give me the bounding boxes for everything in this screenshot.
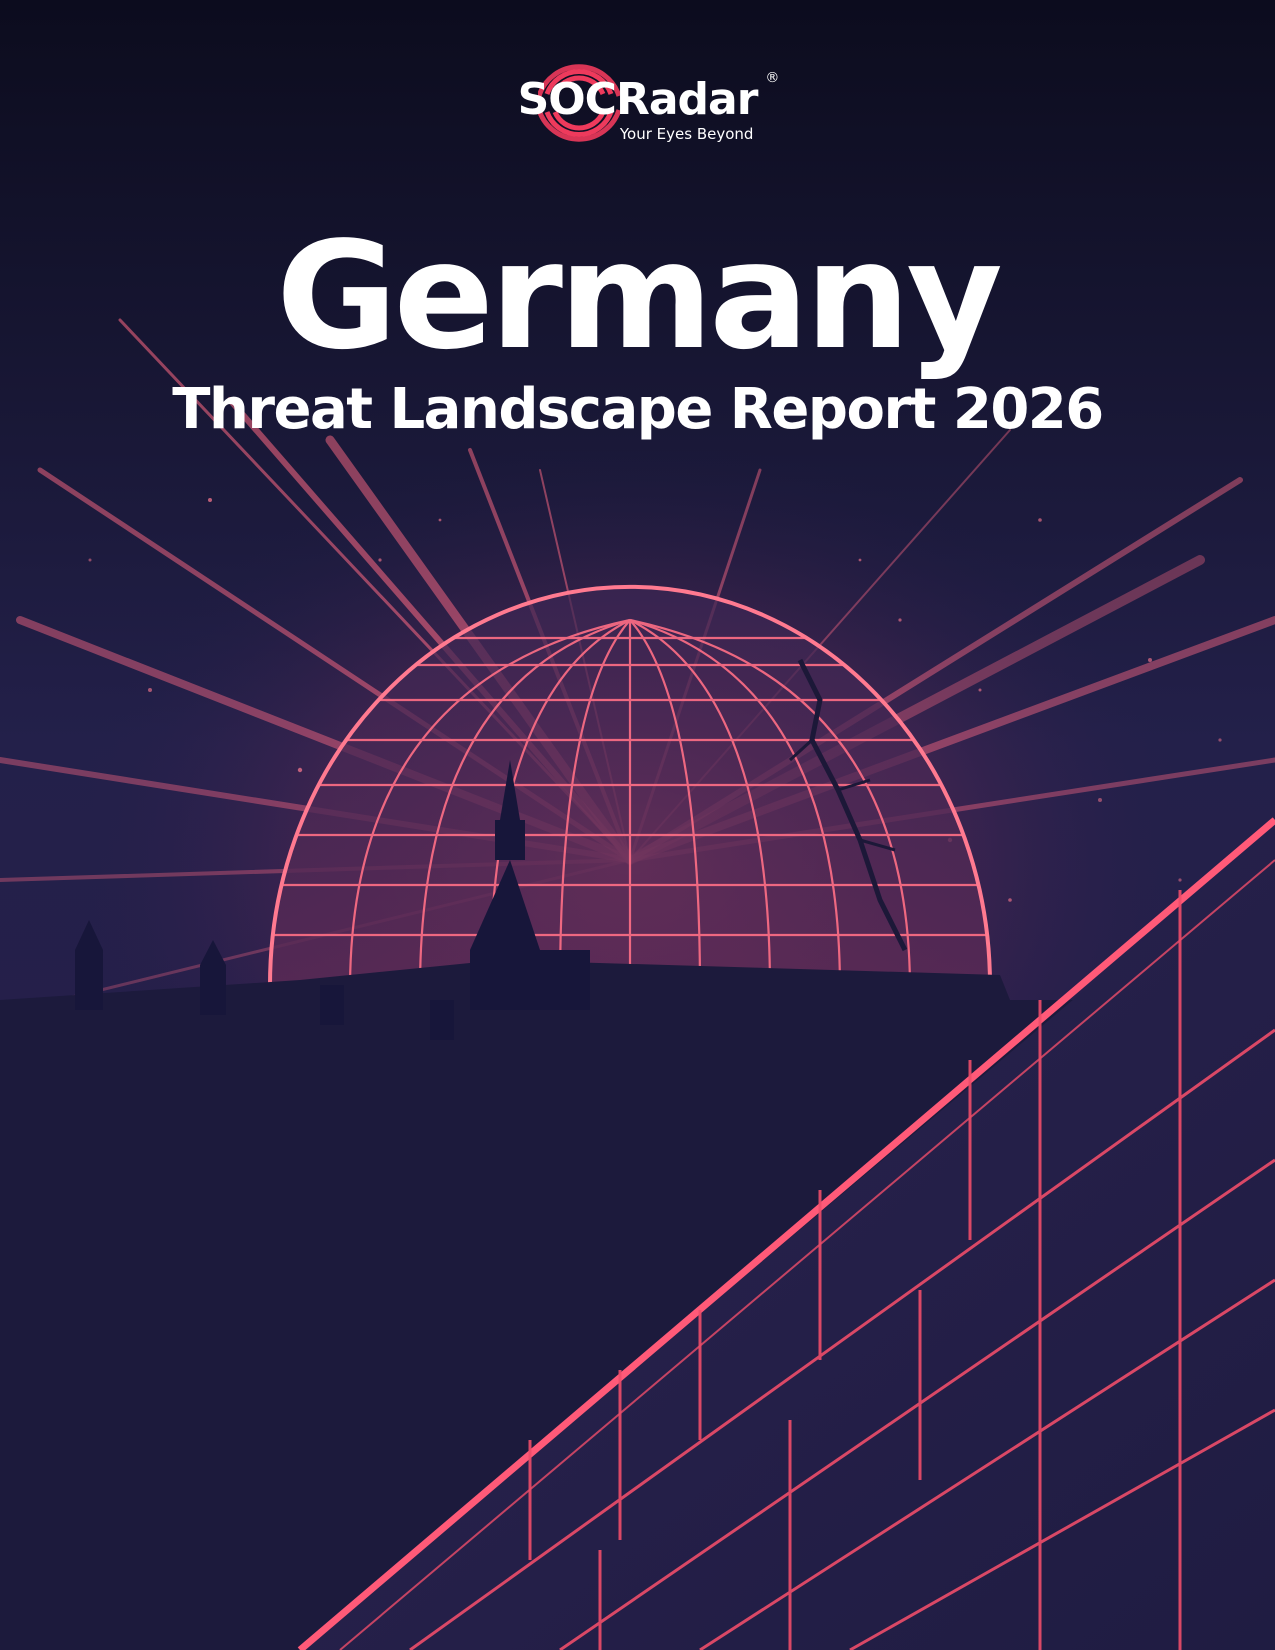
- radar-logo-icon: [537, 64, 620, 142]
- logo-wordmark: SOCRadar: [517, 74, 759, 125]
- report-title: Germany: [276, 210, 1003, 382]
- glowing-dome: [268, 584, 992, 986]
- brand-logo: SOCRadar ® Your Eyes Beyond: [0, 56, 1275, 144]
- modern-building-facade: [297, 817, 1275, 1650]
- report-subtitle: Threat Landscape Report 2026: [172, 377, 1104, 442]
- registered-mark: ®: [765, 70, 780, 86]
- logo-tagline: Your Eyes Beyond: [619, 125, 754, 143]
